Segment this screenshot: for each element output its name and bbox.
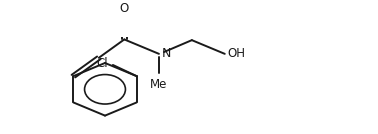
Text: N: N [161,47,171,60]
Text: Me: Me [150,78,167,91]
Text: O: O [120,2,129,15]
Text: OH: OH [228,47,246,60]
Text: Cl: Cl [96,57,108,70]
